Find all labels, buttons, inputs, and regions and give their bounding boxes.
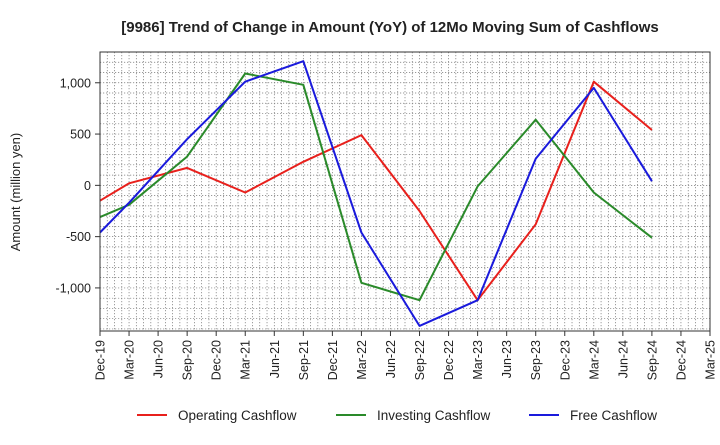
y-tick-label: -1,000 — [56, 281, 91, 295]
x-tick-label: Dec-24 — [674, 340, 688, 380]
x-tick-label: Dec-23 — [558, 340, 572, 380]
x-tick-label: Sep-20 — [181, 340, 195, 380]
x-tick-label: Sep-24 — [645, 340, 659, 380]
y-tick-label: 0 — [84, 179, 91, 193]
x-tick-label: Jun-23 — [500, 340, 514, 378]
y-tick-label: -500 — [66, 230, 91, 244]
x-tick-label: Mar-22 — [355, 340, 369, 380]
x-tick-label: Dec-21 — [326, 340, 340, 380]
legend-label-investing-cashflow: Investing Cashflow — [377, 408, 491, 423]
x-tick-label: Mar-21 — [239, 340, 253, 380]
x-tick-label: Jun-21 — [268, 340, 282, 378]
x-tick-label: Mar-23 — [471, 340, 485, 380]
x-tick-label: Mar-25 — [704, 340, 718, 380]
legend-label-operating-cashflow: Operating Cashflow — [178, 408, 297, 423]
x-tick-label: Dec-22 — [442, 340, 456, 380]
x-tick-label: Sep-22 — [413, 340, 427, 380]
x-tick-label: Sep-23 — [529, 340, 543, 380]
y-tick-label: 1,000 — [60, 76, 91, 90]
x-tick-label: Sep-21 — [297, 340, 311, 380]
y-axis-label: Amount (million yen) — [8, 133, 23, 252]
y-tick-label: 500 — [70, 128, 91, 142]
x-tick-label: Dec-20 — [210, 340, 224, 380]
legend: Operating Cashflow Investing Cashflow Free… — [137, 408, 657, 423]
chart-title: [9986] Trend of Change in Amount (YoY) o… — [121, 19, 659, 36]
x-tick-label: Mar-24 — [587, 340, 601, 380]
legend-label-free-cashflow: Free Cashflow — [570, 408, 657, 423]
x-tick-label: Jun-24 — [616, 340, 630, 378]
x-tick-label: Dec-19 — [94, 340, 108, 380]
x-tick-label: Jun-22 — [384, 340, 398, 378]
x-tick-label: Jun-20 — [152, 340, 166, 378]
x-tick-label: Mar-20 — [123, 340, 137, 380]
